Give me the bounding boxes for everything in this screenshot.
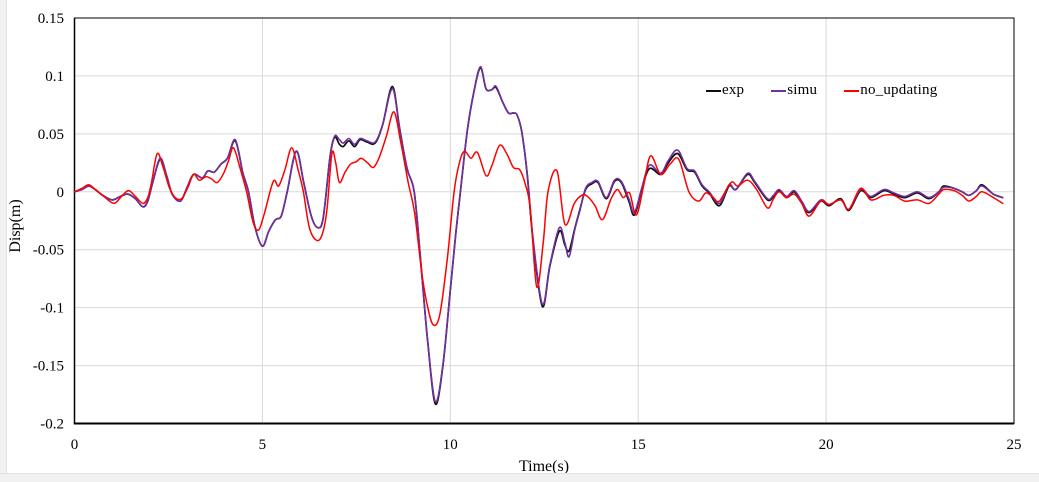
no-updating-line-swatch-icon	[844, 89, 860, 92]
y-tick-label: 0.1	[45, 69, 64, 85]
window-margin-bottom	[0, 473, 1039, 482]
legend-item-exp: exp	[706, 82, 744, 99]
series-line-exp	[73, 66, 1004, 406]
legend-item-simu: simu	[771, 82, 817, 99]
legend-label-no-updating: no_updating	[860, 82, 938, 98]
plot-border	[74, 17, 1015, 424]
y-tick-label: 0	[57, 185, 65, 201]
legend-item-no-updating: no_updating	[844, 82, 937, 99]
x-tick-label: 0	[71, 437, 79, 453]
y-tick-label: -0.05	[33, 243, 64, 259]
x-axis-title: Time(s)	[518, 458, 570, 475]
legend-label-simu: simu	[787, 82, 818, 98]
y-tick-label: -0.2	[40, 417, 64, 433]
y-tick-label: 0.05	[38, 127, 64, 143]
window-margin-left	[0, 0, 7, 482]
y-tick-label: -0.1	[40, 301, 64, 317]
simu-line-swatch-icon	[771, 89, 787, 92]
x-tick-label: 5	[259, 437, 267, 453]
x-tick-label: 25	[1007, 437, 1022, 453]
x-tick-label: 10	[443, 437, 458, 453]
exp-line-swatch-icon	[706, 89, 721, 92]
y-tick-label: 0.15	[38, 11, 64, 27]
legend-label-exp: exp	[722, 82, 745, 98]
y-tick-label: -0.15	[33, 359, 64, 375]
series-line-simu	[73, 65, 1004, 403]
x-tick-label: 15	[631, 437, 646, 453]
y-axis-title: Disp(m)	[7, 199, 24, 253]
legend: exp simu no_updating	[706, 82, 937, 99]
x-tick-label: 20	[819, 437, 834, 453]
series-line-no_updating	[73, 111, 1004, 327]
